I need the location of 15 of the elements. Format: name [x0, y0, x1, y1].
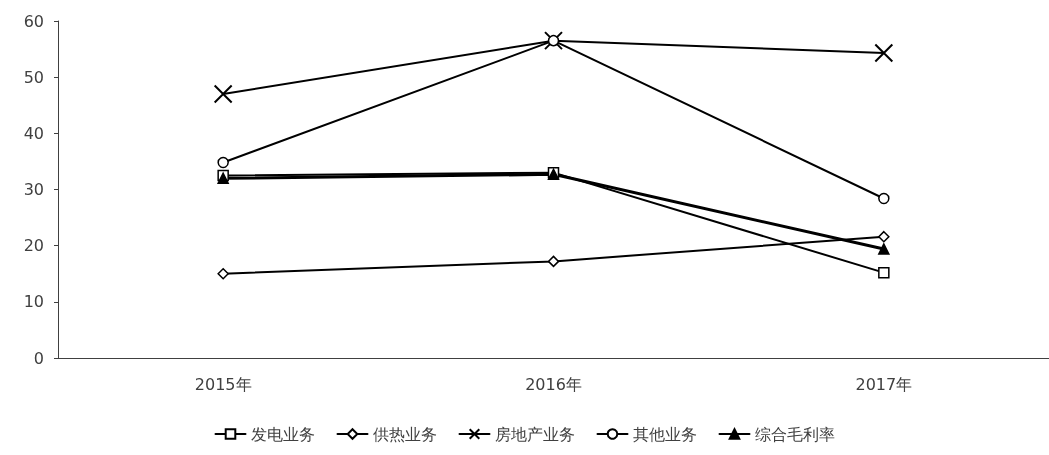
legend-label: 综合毛利率 — [754, 424, 835, 444]
legend-label: 供热业务 — [372, 424, 437, 444]
y-tick-label: 0 — [33, 348, 44, 368]
legend-label: 房地产业务 — [494, 424, 575, 444]
y-tick-label: 60 — [23, 11, 44, 31]
x-tick-label: 2017年 — [855, 374, 913, 394]
x-tick-label: 2015年 — [194, 374, 252, 394]
y-tick-label: 40 — [23, 123, 44, 143]
y-tick-label: 20 — [23, 236, 44, 256]
y-tick-label: 10 — [23, 292, 44, 312]
x-tick-label: 2016年 — [525, 374, 582, 394]
legend-label: 发电业务 — [250, 424, 315, 444]
legend-label: 其他业务 — [632, 424, 697, 444]
y-tick-label: 50 — [23, 67, 44, 87]
y-tick-label: 30 — [23, 180, 44, 199]
